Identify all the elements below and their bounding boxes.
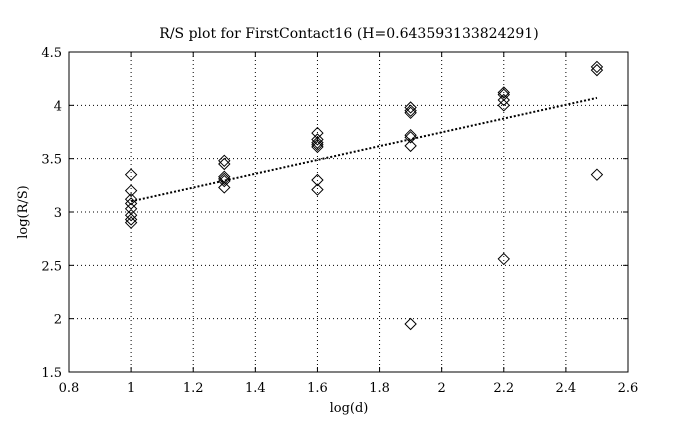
- data-point: [311, 140, 324, 154]
- data-point: [590, 63, 604, 77]
- data-point: [218, 157, 231, 171]
- x-tick-label: 1.4: [245, 381, 266, 396]
- data-point: [497, 93, 510, 107]
- data-point: [124, 197, 138, 210]
- axis-ticks: [68, 51, 629, 373]
- x-tick-label: 1.6: [307, 381, 328, 396]
- data-point: [404, 106, 417, 120]
- data-point: [404, 131, 417, 144]
- data-point: [124, 168, 138, 181]
- data-point: [218, 172, 231, 186]
- y-axis-title: log(R/S): [16, 185, 31, 239]
- data-point: [497, 86, 510, 99]
- x-tick-label: 1: [127, 381, 135, 396]
- x-tick-labels: 0.8 1 1.2 1.4 1.6 1.8 2 2.2 2.4 2.6: [59, 381, 639, 396]
- data-point: [218, 181, 231, 194]
- x-tick-label: 1.8: [369, 381, 390, 396]
- data-point: [311, 173, 324, 187]
- data-point: [311, 133, 324, 146]
- y-tick-label: 1.5: [41, 366, 62, 381]
- data-point: [311, 138, 324, 152]
- y-tick-label: 4: [54, 99, 62, 114]
- data-point: [124, 184, 138, 197]
- data-point: [404, 104, 417, 117]
- data-point: [124, 208, 138, 222]
- grid-lines: [69, 52, 628, 372]
- y-tick-label: 3: [54, 206, 62, 221]
- x-tick-label: 2.4: [556, 381, 577, 396]
- data-point: [124, 192, 138, 206]
- y-tick-label: 2: [54, 313, 62, 328]
- data-point: [311, 183, 324, 196]
- data-point: [218, 154, 231, 168]
- data-point: [311, 136, 324, 149]
- data-points: [124, 60, 604, 331]
- x-tick-label: 1.2: [183, 381, 204, 396]
- x-tick-label: 2: [438, 381, 446, 396]
- x-tick-label: 2.2: [493, 381, 514, 396]
- data-point: [404, 139, 417, 153]
- data-point: [404, 101, 417, 114]
- y-tick-label: 4.5: [41, 46, 62, 61]
- x-axis-title: log(d): [330, 401, 369, 416]
- plot-frame: [68, 51, 629, 373]
- data-point: [497, 99, 510, 112]
- data-point: [311, 126, 324, 140]
- x-tick-label: 0.8: [59, 381, 80, 396]
- data-point: [124, 213, 138, 226]
- data-point: [590, 168, 604, 181]
- chart-title: R/S plot for FirstContact16 (H=0.6435931…: [159, 26, 538, 42]
- y-tick-label: 3.5: [41, 153, 62, 168]
- fit-line: [130, 96, 598, 203]
- data-point: [218, 174, 231, 188]
- data-point: [497, 252, 510, 266]
- x-tick-label: 2.6: [618, 381, 639, 396]
- data-point: [124, 216, 138, 229]
- data-point: [404, 317, 417, 331]
- data-point: [590, 60, 604, 74]
- y-tick-label: 2.5: [41, 259, 62, 274]
- y-tick-labels: 1.5 2 2.5 3 3.5 4 4.5: [41, 46, 62, 381]
